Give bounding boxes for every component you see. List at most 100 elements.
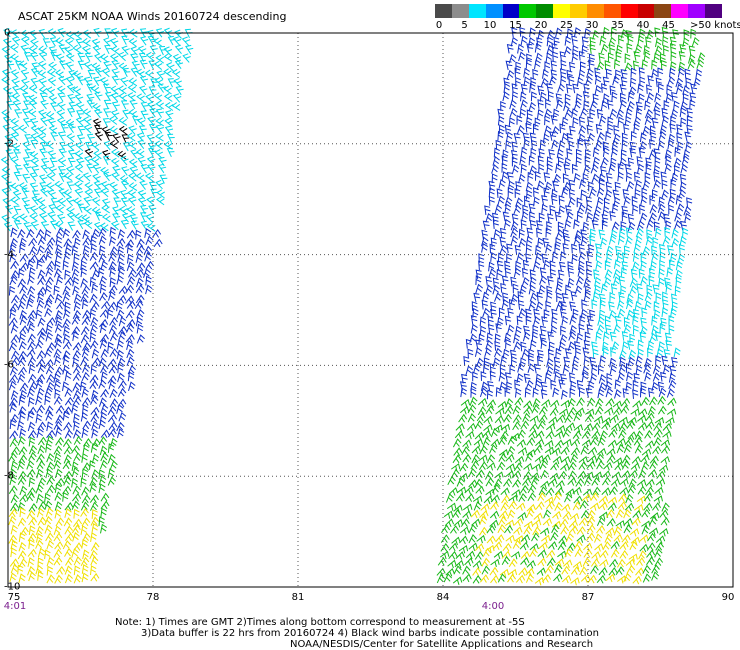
wind-barb xyxy=(648,387,655,398)
wind-barb xyxy=(686,115,693,125)
wind-barb xyxy=(65,165,75,176)
wind-barb xyxy=(553,173,562,184)
wind-barb xyxy=(520,83,528,94)
wind-barb xyxy=(684,68,691,79)
wind-barb xyxy=(629,528,640,537)
wind-barb xyxy=(83,116,92,126)
wind-barb xyxy=(579,179,587,189)
wind-barb xyxy=(21,108,30,118)
wind-barb xyxy=(561,292,569,303)
wind-barb xyxy=(81,453,89,463)
wind-barb xyxy=(675,260,683,271)
wind-barb xyxy=(670,307,677,318)
wind-barb xyxy=(58,75,67,86)
wind-barb xyxy=(72,44,81,54)
wind-barb xyxy=(440,524,451,534)
wind-barb xyxy=(136,68,145,78)
wind-barb xyxy=(659,243,666,254)
wind-barb xyxy=(625,107,633,118)
wind-barb xyxy=(10,260,20,270)
wind-barb xyxy=(26,487,36,496)
wind-barb xyxy=(44,348,53,358)
wind-barb xyxy=(507,573,517,583)
wind-barb xyxy=(586,315,594,326)
wind-barb xyxy=(612,75,620,86)
wind-barb xyxy=(553,364,561,375)
wind-barb xyxy=(163,85,172,95)
wind-barb xyxy=(658,131,667,141)
wind-barb xyxy=(624,53,631,64)
wind-barb xyxy=(554,439,564,449)
wind-barb xyxy=(549,260,556,271)
wind-barb xyxy=(27,373,37,383)
wind-barb xyxy=(481,229,488,240)
wind-barb xyxy=(147,35,156,45)
wind-barb xyxy=(93,108,103,119)
wind-barb xyxy=(527,171,534,182)
wind-barb xyxy=(111,59,120,70)
wind-barb xyxy=(658,341,665,351)
wind-barb xyxy=(595,243,602,253)
wind-barb xyxy=(156,70,165,80)
wind-barb xyxy=(46,556,55,567)
wind-barb xyxy=(587,574,597,584)
wind-barb xyxy=(623,443,632,454)
wind-barb xyxy=(72,396,82,406)
wind-barb xyxy=(568,188,575,199)
wind-barb xyxy=(560,325,566,336)
wind-barb xyxy=(77,203,86,213)
wind-barb xyxy=(495,387,502,397)
wind-barb xyxy=(613,124,620,135)
wind-barb xyxy=(627,100,635,111)
wind-barb xyxy=(110,85,119,95)
legend-swatch xyxy=(468,4,487,18)
wind-barb xyxy=(81,486,90,496)
wind-barb xyxy=(587,509,596,519)
wind-barb xyxy=(80,477,87,488)
wind-barb xyxy=(614,462,624,471)
wind-barb xyxy=(611,203,619,214)
wind-barb xyxy=(37,547,46,558)
wind-barb xyxy=(612,276,621,286)
wind-barb xyxy=(459,406,470,415)
wind-barb xyxy=(566,211,574,221)
wind-barb xyxy=(502,211,510,222)
wind-barb xyxy=(98,436,107,446)
wind-barb xyxy=(64,276,74,286)
wind-barb xyxy=(516,124,525,135)
wind-barb xyxy=(110,92,120,102)
wind-barb xyxy=(158,46,167,56)
wind-barb xyxy=(506,253,512,263)
wind-barb xyxy=(599,558,609,568)
wind-barb xyxy=(63,325,70,336)
wind-barb xyxy=(536,355,544,366)
wind-barb xyxy=(671,301,678,312)
wind-barb xyxy=(573,235,582,246)
wind-barb xyxy=(546,83,553,93)
wind-barb xyxy=(644,115,653,125)
wind-barb xyxy=(591,219,599,230)
wind-barb xyxy=(527,363,536,373)
wind-barb xyxy=(654,227,662,238)
legend-tick-label: 35 xyxy=(611,20,624,31)
wind-barb xyxy=(531,519,542,528)
wind-barb xyxy=(486,462,496,471)
wind-barb xyxy=(558,261,566,272)
wind-barb xyxy=(557,83,565,93)
wind-barb xyxy=(644,100,651,111)
wind-barb xyxy=(582,488,593,497)
wind-barb xyxy=(506,171,514,182)
wind-barb xyxy=(64,387,73,397)
wind-barb xyxy=(19,382,29,392)
wind-barb xyxy=(535,245,542,255)
wind-barb xyxy=(81,285,91,295)
wind-barb xyxy=(610,147,618,158)
wind-barb xyxy=(635,364,643,375)
wind-barb xyxy=(637,422,648,431)
wind-barb xyxy=(89,293,98,303)
wind-barb xyxy=(55,244,63,254)
wind-barb xyxy=(550,325,558,336)
wind-barb xyxy=(655,541,665,551)
wind-barb xyxy=(45,468,53,479)
wind-barb xyxy=(498,453,507,463)
